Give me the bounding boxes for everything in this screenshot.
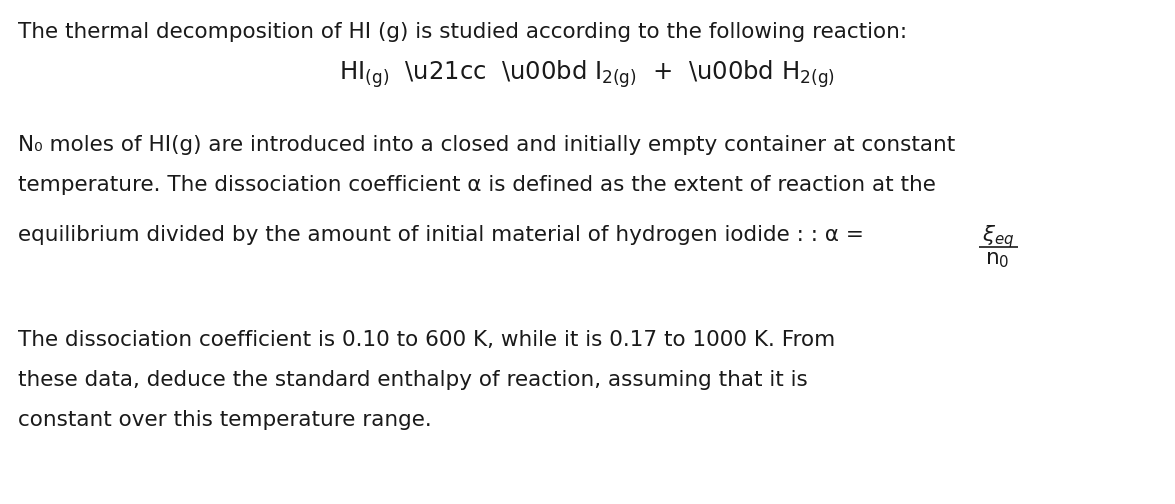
Text: N₀ moles of HI(g) are introduced into a closed and initially empty container at : N₀ moles of HI(g) are introduced into a … [18,135,955,155]
Text: constant over this temperature range.: constant over this temperature range. [18,410,431,430]
Text: HI$_\mathregular{(g)}$  \u21cc  \u00bd I$_\mathregular{2(g)}$  +  \u00bd H$_\mat: HI$_\mathregular{(g)}$ \u21cc \u00bd I$_… [340,58,835,90]
Text: equilibrium divided by the amount of initial material of hydrogen iodide : : α =: equilibrium divided by the amount of ini… [18,225,871,245]
Text: these data, deduce the standard enthalpy of reaction, assuming that it is: these data, deduce the standard enthalpy… [18,370,807,390]
Text: $\xi_{eq}$: $\xi_{eq}$ [982,223,1014,250]
Text: The dissociation coefficient is 0.10 to 600 K, while it is 0.17 to 1000 K. From: The dissociation coefficient is 0.10 to … [18,330,835,350]
Text: n$_\mathregular{0}$: n$_\mathregular{0}$ [985,250,1009,270]
Text: temperature. The dissociation coefficient α is defined as the extent of reaction: temperature. The dissociation coefficien… [18,175,935,195]
Text: The thermal decomposition of HI (g) is studied according to the following reacti: The thermal decomposition of HI (g) is s… [18,22,907,42]
